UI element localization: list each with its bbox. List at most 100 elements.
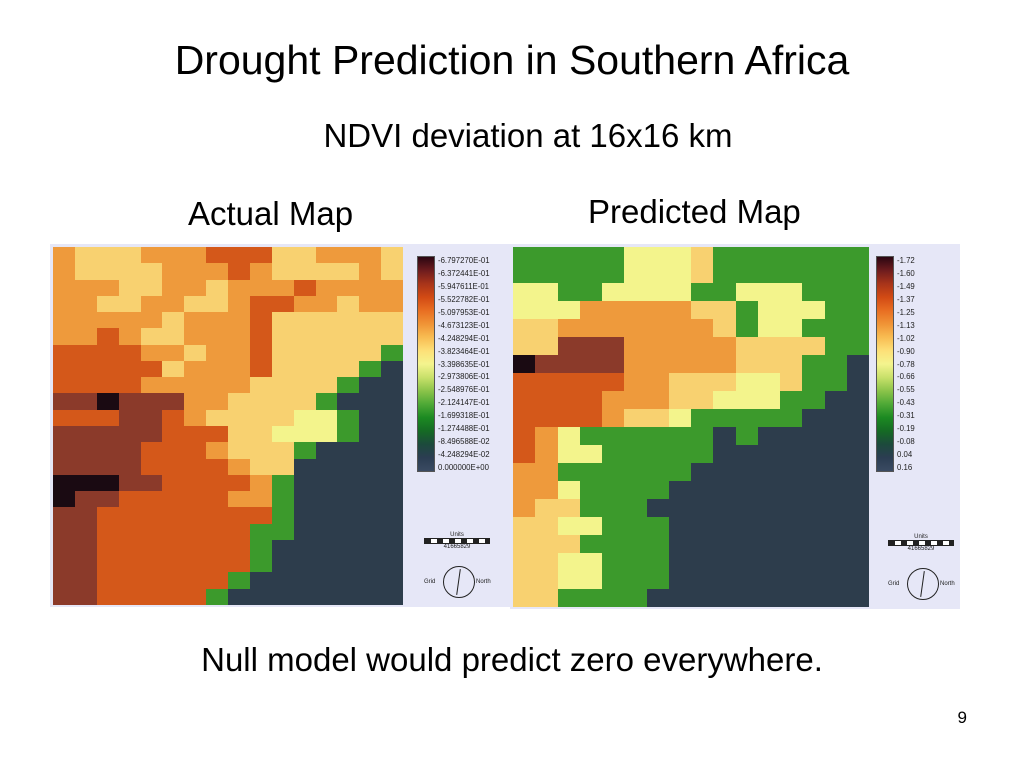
predicted-map-cell [691,283,714,301]
predicted-map-cell [668,445,691,463]
actual-map-cell [359,442,382,459]
predicted-map-cell [535,337,558,355]
predicted-map-cell [646,445,669,463]
predicted-map-cell [646,589,669,607]
actual-map-cell [337,344,360,361]
predicted-map-cell [668,373,691,391]
predicted-map-cell [757,445,780,463]
actual-map-cell [271,539,294,557]
predicted-map-cell [713,283,736,301]
predicted-map-cell [780,247,803,265]
predicted-map-cell [846,481,869,499]
predicted-map-cell [513,535,536,553]
predicted-map-cell [646,571,669,589]
actual-map-cell [228,539,250,557]
predicted-map-cell [668,265,691,283]
actual-map-cell [206,409,228,426]
actual-map-cell [118,393,141,410]
actual-map-cell [381,523,403,540]
actual-map-cell [96,295,119,313]
actual-legend-tick: -5.522782E-01 [438,294,490,304]
predicted-map-cell [646,481,669,499]
predicted-map-cell [513,463,536,481]
predicted-map-cell [802,571,825,589]
predicted-map-cell [802,499,825,517]
actual-map-cell [359,507,382,524]
predicted-map-cell [780,481,803,499]
actual-map-cell [381,247,403,264]
actual-map-cell [293,442,316,459]
actual-map-cell [293,409,316,426]
actual-map-cell [315,263,338,280]
predicted-map-cell [757,463,780,481]
predicted-map-cell [646,553,669,571]
predicted-map-cell [624,391,647,409]
slide-subtitle: NDVI deviation at 16x16 km [323,117,733,154]
actual-map-cell [140,491,163,508]
predicted-map-cell [757,319,780,337]
predicted-map-cell [757,283,780,301]
predicted-legend-tick: -1.37 [897,294,915,304]
actual-legend-tick: -8.496588E-02 [438,437,490,447]
predicted-map-cell [735,355,758,373]
actual-map-cell [162,507,185,524]
predicted-map-cell [513,283,536,301]
predicted-legend-tick: 0.16 [897,463,913,472]
actual-map-cell [359,360,382,378]
actual-legend-tick: -6.372441E-01 [438,268,490,278]
predicted-legend-tick: -1.49 [897,281,915,291]
actual-map-cell [74,409,97,426]
actual-map-cell [337,458,360,475]
actual-north-arrow: Grid North [424,564,494,602]
predicted-map-cell [579,571,602,589]
actual-map-cell [315,491,338,508]
predicted-map-cell [735,589,758,607]
predicted-grid-label: Grid [888,581,900,587]
predicted-map-cell [646,517,669,535]
actual-map-cell [315,312,338,329]
predicted-map-cell [535,571,558,589]
predicted-map-cell [624,481,647,499]
predicted-map-cell [824,409,847,427]
actual-map-cell [228,556,250,573]
predicted-map-cell [713,445,736,463]
predicted-map-cell [668,337,691,355]
actual-map-cell [293,572,316,589]
predicted-map-cell [646,463,669,481]
predicted-map-cell [824,373,847,391]
predicted-map-cell [846,301,869,319]
actual-map-cell [74,458,97,475]
predicted-map-cell [579,427,602,445]
predicted-map-cell [579,319,602,337]
predicted-map-cell [824,337,847,355]
actual-map-cell [228,344,250,361]
predicted-map-cell [757,517,780,535]
actual-map-cell [359,539,382,557]
actual-map-cell [74,393,97,410]
actual-map-cell [206,279,228,296]
predicted-map-cell [624,355,647,373]
predicted-map-cell [735,301,758,319]
actual-map-cell [140,247,163,264]
actual-legend-tick: -6.797270E-01 [438,256,490,265]
actual-map-cell [53,588,75,605]
predicted-map-cell [735,319,758,337]
actual-map-cell [118,491,141,508]
actual-map-cell [359,295,382,313]
actual-map-cell [74,474,97,492]
predicted-map-cell [735,463,758,481]
predicted-map-cell [846,553,869,571]
predicted-map-cell [735,571,758,589]
actual-map-cell [293,344,316,361]
actual-map-cell [206,295,228,313]
actual-map-cell [206,458,228,475]
predicted-legend-tick: -0.43 [897,398,915,408]
predicted-map-cell [735,427,758,445]
predicted-map-cell [691,445,714,463]
predicted-map-cell [824,535,847,553]
predicted-map-cell [846,283,869,301]
predicted-map-cell [668,553,691,571]
predicted-map-cell [624,445,647,463]
actual-map-cell [184,442,207,459]
actual-map-cell [249,491,272,508]
